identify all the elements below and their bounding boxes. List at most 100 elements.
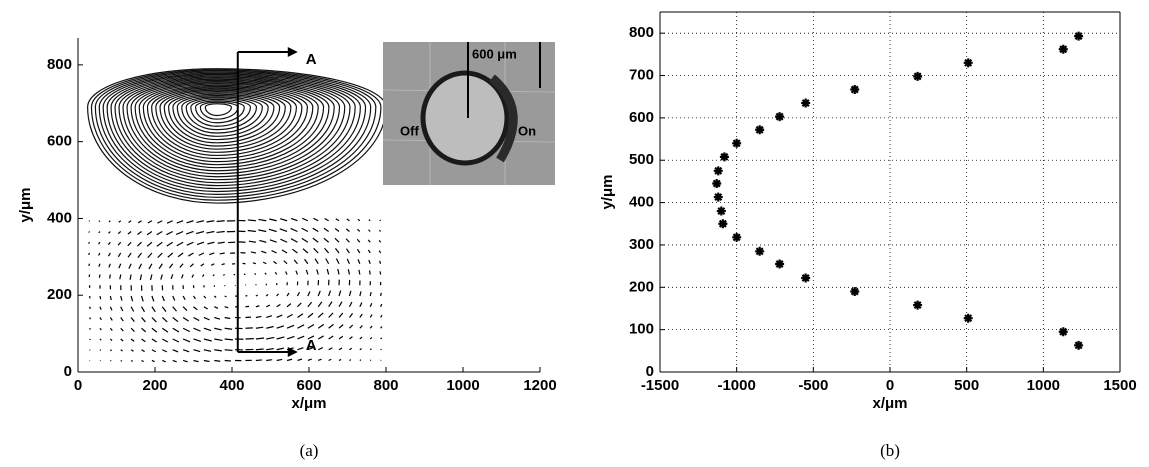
x-tick-label: 0 xyxy=(74,377,82,394)
velocity-vector xyxy=(357,228,361,232)
velocity-vector xyxy=(359,325,363,329)
velocity-vector xyxy=(213,295,217,298)
velocity-vector xyxy=(109,349,112,352)
velocity-vector xyxy=(109,274,111,279)
velocity-vector xyxy=(120,359,123,362)
velocity-vector xyxy=(290,217,298,222)
velocity-vector xyxy=(182,359,188,363)
velocity-vector xyxy=(335,258,340,265)
velocity-vector xyxy=(247,219,256,222)
velocity-vector xyxy=(264,272,267,275)
velocity-vector xyxy=(252,262,257,265)
velocity-vector xyxy=(369,337,373,340)
velocity-vector xyxy=(146,241,153,247)
velocity-vector xyxy=(160,274,163,280)
velocity-vector xyxy=(314,258,319,265)
scatter-point xyxy=(775,259,785,269)
scatter-point xyxy=(755,125,765,135)
velocity-vector xyxy=(181,274,184,279)
velocity-vector xyxy=(317,335,324,340)
velocity-vector xyxy=(110,359,112,362)
inset-photo: 600 μm Off On xyxy=(382,42,556,185)
y-tick-label: 700 xyxy=(629,66,654,83)
velocity-vector xyxy=(280,238,288,243)
velocity-vector xyxy=(99,306,102,310)
streamline xyxy=(138,83,319,166)
scatter-point xyxy=(713,166,723,176)
scatter-point xyxy=(1074,340,1084,350)
velocity-vector xyxy=(99,338,102,341)
velocity-vector xyxy=(324,247,330,254)
velocity-vector xyxy=(186,220,194,224)
velocity-vector xyxy=(368,259,371,264)
velocity-vector xyxy=(176,220,184,224)
velocity-vector xyxy=(151,295,155,302)
caption: (b) xyxy=(880,441,900,460)
velocity-vector xyxy=(203,349,212,352)
velocity-vector xyxy=(349,336,353,340)
velocity-vector xyxy=(369,359,372,361)
velocity-vector xyxy=(186,241,194,246)
velocity-vector xyxy=(130,317,135,322)
y-tick-label: 600 xyxy=(629,109,654,126)
velocity-vector xyxy=(313,247,319,254)
velocity-vector xyxy=(127,231,132,235)
velocity-vector xyxy=(307,335,315,340)
velocity-vector xyxy=(98,220,101,223)
velocity-vector xyxy=(179,263,184,268)
velocity-vector xyxy=(286,292,290,297)
velocity-vector xyxy=(349,347,353,351)
velocity-vector xyxy=(358,269,361,275)
velocity-vector xyxy=(109,327,113,331)
x-tick-label: -500 xyxy=(798,377,828,394)
velocity-vector xyxy=(198,252,205,256)
streamline xyxy=(163,90,286,147)
velocity-vector xyxy=(317,347,324,351)
velocity-vector xyxy=(338,290,342,297)
velocity-vector xyxy=(276,358,283,362)
velocity-vector xyxy=(182,306,188,311)
velocity-vector xyxy=(203,316,210,321)
velocity-vector xyxy=(99,295,102,300)
velocity-vector xyxy=(258,229,267,233)
velocity-vector xyxy=(109,338,113,342)
velocity-vector xyxy=(297,335,305,340)
velocity-vector xyxy=(117,241,122,246)
velocity-vector xyxy=(307,358,312,362)
scatter-point xyxy=(801,98,811,108)
x-tick-label: 200 xyxy=(142,377,167,394)
velocity-vector xyxy=(334,228,340,232)
velocity-vector xyxy=(224,327,233,330)
velocity-vector xyxy=(214,359,221,362)
velocity-vector xyxy=(380,337,383,340)
velocity-vector xyxy=(297,302,302,308)
streamline xyxy=(114,76,351,184)
velocity-vector xyxy=(292,248,298,254)
velocity-vector xyxy=(117,231,122,235)
y-axis-label: y/μm xyxy=(17,187,34,222)
velocity-vector xyxy=(357,218,361,222)
velocity-vector xyxy=(338,358,342,362)
velocity-vector xyxy=(148,263,153,270)
velocity-vector xyxy=(378,240,382,243)
velocity-vector xyxy=(172,349,179,353)
velocity-vector xyxy=(108,231,111,234)
scatter-point xyxy=(712,179,722,189)
velocity-vector xyxy=(274,271,278,275)
streamline xyxy=(146,85,308,160)
velocity-vector xyxy=(161,317,168,323)
velocity-vector xyxy=(338,301,343,308)
velocity-vector xyxy=(151,359,155,363)
velocity-vector xyxy=(89,327,91,330)
velocity-vector xyxy=(368,270,371,275)
velocity-vector xyxy=(119,274,122,280)
velocity-vector xyxy=(262,261,267,265)
velocity-vector xyxy=(193,338,202,343)
velocity-vector xyxy=(172,338,180,343)
x-tick-label: 400 xyxy=(219,377,244,394)
velocity-vector xyxy=(269,218,277,222)
velocity-vector xyxy=(129,274,132,280)
y-tick-label: 200 xyxy=(47,286,72,303)
velocity-vector xyxy=(283,260,288,265)
velocity-vector xyxy=(88,241,91,245)
